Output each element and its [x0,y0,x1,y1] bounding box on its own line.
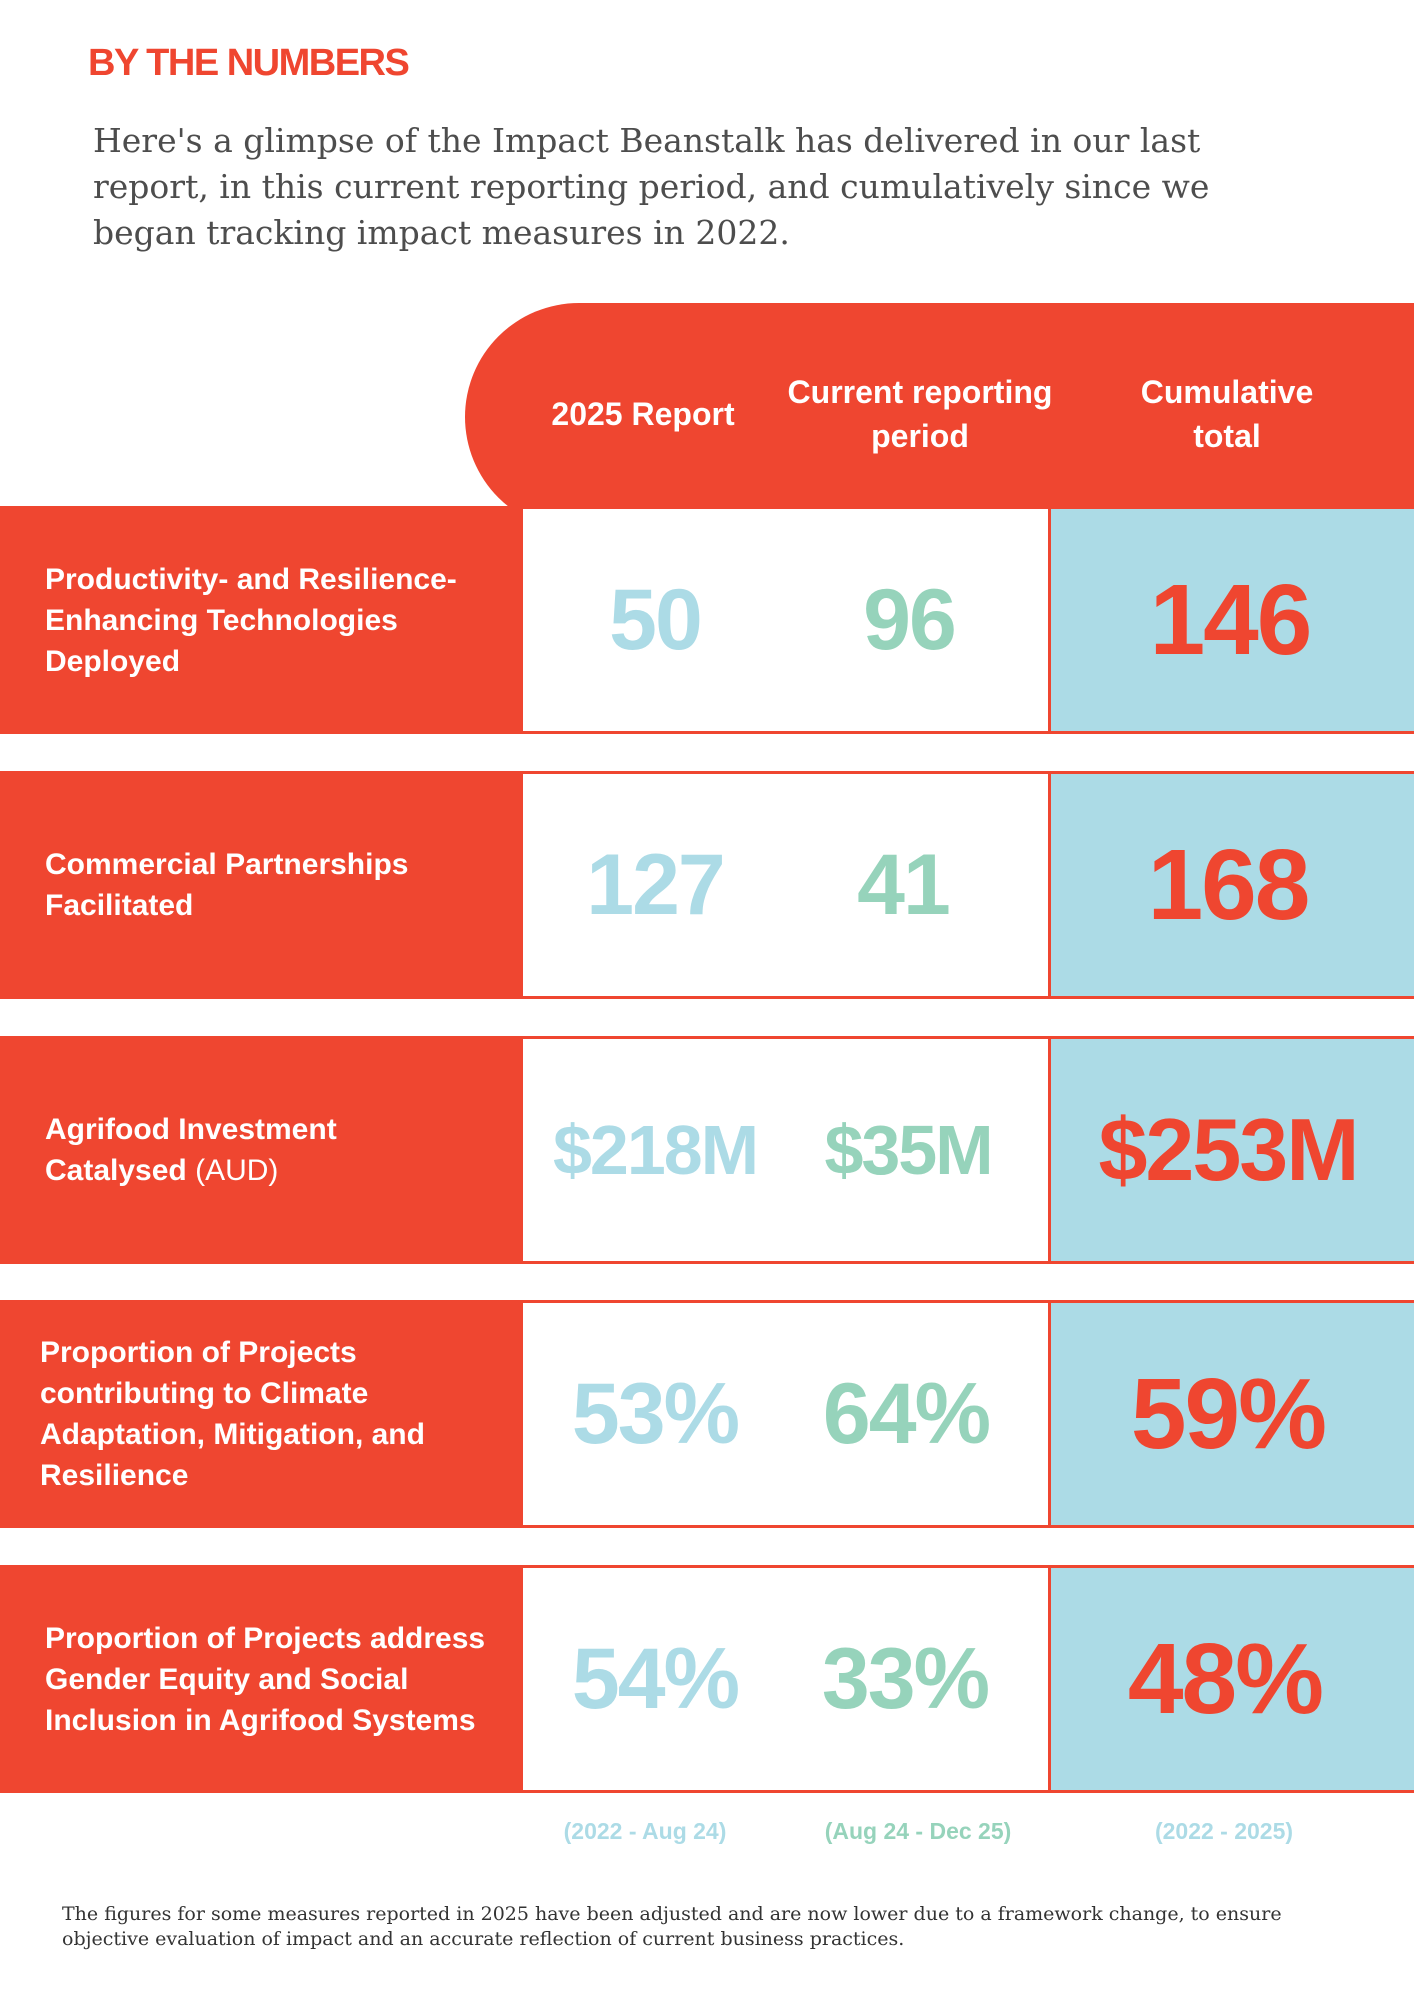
value-current-period: $35M [824,1111,993,1189]
row-label-text: Proportion of Projects address Gender Eq… [45,1621,486,1737]
value-2025-report: $218M [552,1111,759,1189]
value-cumulative: 168 [1147,828,1311,941]
row-label-climate: Proportion of Projects contributing to C… [0,1300,523,1528]
value-cumulative: 146 [1149,563,1313,676]
value-2025-report: 53% [571,1365,740,1462]
cumulative-cell-bg [1048,509,1414,731]
column-label-cumulative: Cumulative total [1140,374,1314,454]
footnote: The figures for some measures reported i… [62,1903,1282,1950]
row-label-partnerships: Commercial Partnerships Facilitated [0,771,523,999]
period-cumulative: (2022 - 2025) [1154,1818,1294,1844]
column-label-current-period: Current reporting period [787,374,1053,454]
column-label-2025-report: 2025 Report [551,396,735,432]
value-current-period: 64% [822,1365,991,1462]
intro-paragraph: Here's a glimpse of the Impact Beanstalk… [93,121,1210,252]
row-label-suffix: (AUD) [195,1154,279,1187]
value-2025-report: 54% [571,1630,740,1727]
value-2025-report: 127 [586,836,725,933]
value-cumulative: 48% [1127,1622,1324,1735]
row-label-text: Agrifood Investment Catalysed [45,1113,337,1187]
cumulative-cell-bg [1048,1303,1414,1525]
value-cumulative: 59% [1130,1357,1327,1470]
metric-row-gender-equity: Proportion of Projects address Gender Eq… [0,1565,1414,1793]
period-current: (Aug 24 - Dec 25) [824,1818,1012,1844]
page-heading: BY THE NUMBERS [88,42,410,84]
value-current-period: 33% [821,1630,990,1727]
value-2025-report: 50 [609,571,703,668]
row-label-technologies: Productivity- and Resilience-Enhancing T… [0,506,523,734]
metric-row-climate: Proportion of Projects contributing to C… [0,1300,1414,1528]
metric-row-partnerships: Commercial Partnerships Facilitated 127 … [0,771,1414,999]
cumulative-cell-bg [1048,774,1414,996]
row-label-text: Proportion of Projects contributing to C… [40,1336,425,1492]
value-cumulative: $253M [1098,1100,1359,1199]
cumulative-cell-bg [1048,1039,1414,1261]
value-current-period: 96 [863,571,957,668]
metric-row-technologies: Productivity- and Resilience-Enhancing T… [0,506,1414,734]
cumulative-cell-bg [1048,1568,1414,1790]
row-label-investment: Agrifood Investment Catalysed (AUD) [0,1036,523,1264]
row-label-text: Productivity- and Resilience-Enhancing T… [45,562,457,678]
row-label-gender-equity: Proportion of Projects address Gender Eq… [0,1565,523,1793]
period-2025-report: (2022 - Aug 24) [563,1818,727,1844]
value-current-period: 41 [857,836,951,933]
row-label-text: Commercial Partnerships Facilitated [45,848,409,922]
metric-row-investment: Agrifood Investment Catalysed (AUD) $218… [0,1036,1414,1264]
column-header-bar: 2025 Report Current reporting period Cum… [465,303,1414,531]
